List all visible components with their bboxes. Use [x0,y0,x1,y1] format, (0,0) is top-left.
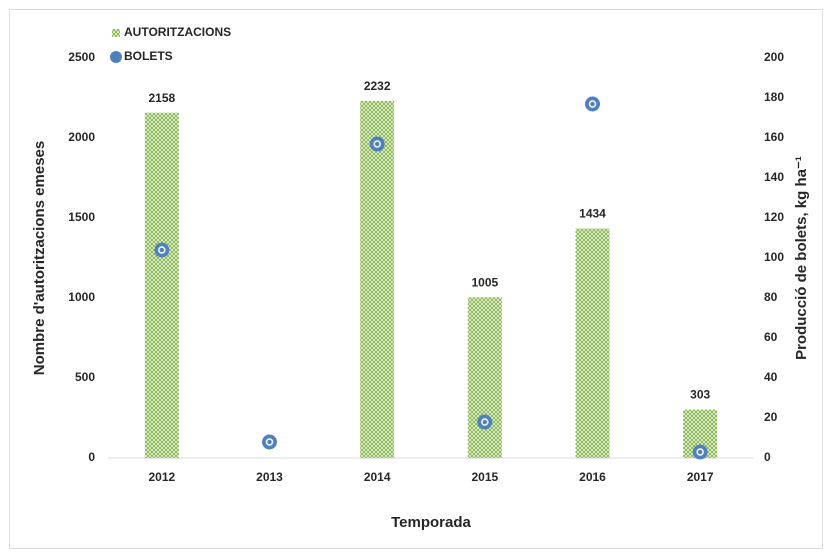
x-tick-label: 2015 [471,470,498,484]
point [585,96,600,112]
point-outer [369,136,385,152]
chart-border [9,9,823,549]
point-outer [477,414,493,430]
point [369,136,385,152]
point-inner [158,246,166,254]
y-tick-label: 0 [88,450,95,464]
bar [144,112,179,458]
legend-label: BOLETS [124,49,173,63]
legend-swatch [112,29,120,37]
y-tick-label: 2000 [68,130,95,144]
y-tick-label: 500 [75,370,95,384]
y2-tick-label: 60 [764,330,778,344]
y2-axis-label: Producció de bolets, kg ha⁻¹ [793,156,810,360]
x-tick-label: 2013 [256,470,283,484]
point [154,242,170,258]
y-tick-label: 1000 [68,290,95,304]
point [477,414,493,430]
point-outer [692,444,708,460]
point-inner [265,438,274,446]
bar [467,297,502,458]
y2-tick-label: 100 [764,250,784,264]
legend-label: AUTORITZACIONS [124,25,231,39]
point [692,444,708,460]
y2-tick-label: 160 [764,130,784,144]
x-tick-label: 2016 [579,470,606,484]
bar [575,228,610,458]
data-label: 303 [690,388,710,402]
x-tick-label: 2012 [148,470,175,484]
y2-tick-label: 120 [764,210,784,224]
y2-tick-label: 40 [764,370,778,384]
y-axis-label: Nombre d'autoritzacions emeses [31,141,48,375]
y-tick-label: 1500 [68,210,95,224]
y2-tick-label: 80 [764,290,778,304]
point [262,434,277,450]
point-inner [481,418,489,426]
point-inner [696,448,704,456]
data-label: 2232 [364,79,391,93]
data-label: 1434 [579,207,606,221]
x-axis-label: Temporada [391,514,471,531]
data-label: 2158 [148,91,175,105]
x-tick-label: 2017 [687,470,714,484]
y2-tick-label: 0 [764,450,771,464]
bar [360,100,395,458]
data-label: 1005 [471,275,498,289]
point-inner [373,140,381,148]
y2-tick-label: 180 [764,90,784,104]
point-outer [262,434,277,450]
y-tick-label: 2500 [68,50,95,64]
y2-tick-label: 20 [764,410,778,424]
y2-tick-label: 200 [764,50,784,64]
y2-tick-label: 140 [764,170,784,184]
point-outer [154,242,170,258]
x-tick-label: 2014 [364,470,391,484]
point-inner [588,100,597,108]
legend-swatch [110,51,122,63]
point-outer [585,96,600,112]
